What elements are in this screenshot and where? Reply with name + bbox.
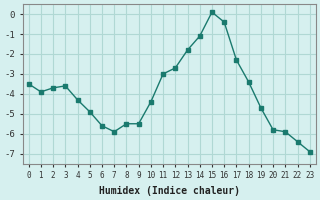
X-axis label: Humidex (Indice chaleur): Humidex (Indice chaleur) bbox=[99, 186, 240, 196]
